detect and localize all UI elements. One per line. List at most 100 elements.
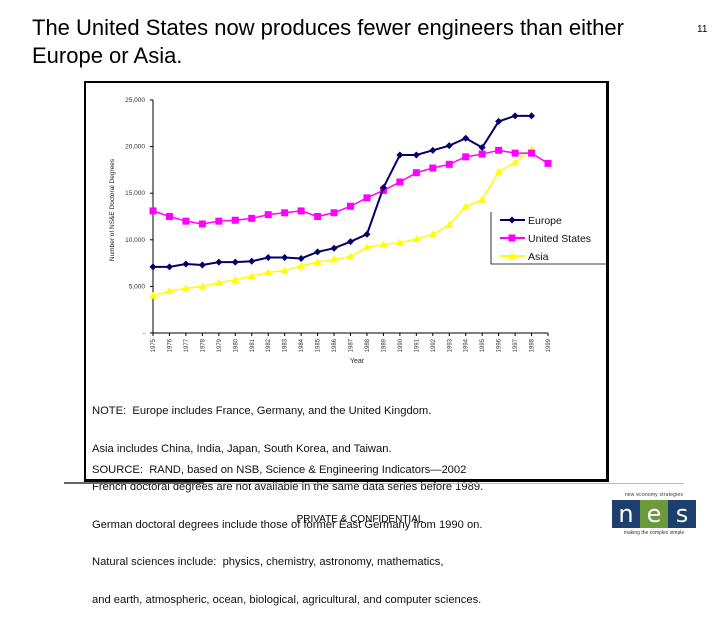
x-tick-label: 1976 (167, 338, 173, 352)
data-point (149, 291, 157, 299)
series-line (152, 148, 533, 297)
data-point (511, 112, 519, 120)
data-point (478, 195, 487, 203)
x-tick-label: 1999 (546, 338, 552, 352)
legend-label: United States (528, 233, 591, 245)
data-point (495, 117, 503, 125)
x-tick-label: 1986 (332, 338, 338, 352)
data-point (215, 258, 223, 266)
data-point (248, 257, 256, 265)
data-point (508, 234, 516, 242)
chart-series (149, 112, 552, 299)
data-point (149, 263, 157, 271)
data-point (379, 240, 388, 248)
logo-tagline-top: new economy strategies (624, 492, 684, 498)
x-tick-label: 1997 (513, 338, 519, 352)
data-point (462, 153, 470, 161)
chart-notes: NOTE: Europe includes France, Germany, a… (92, 380, 483, 619)
confidential-footer: PRIVATE & CONFIDENTIAL (296, 514, 424, 525)
y-tick-label: 10,000 (125, 237, 145, 244)
data-point (264, 211, 272, 219)
x-tick-label: 1988 (365, 338, 371, 352)
y-tick-label: 20,000 (125, 144, 145, 151)
chart-frame (84, 81, 609, 482)
data-point (330, 209, 338, 217)
x-tick-label: 1981 (250, 338, 256, 352)
x-tick-label: 1975 (151, 338, 157, 352)
y-axis-ticks: - 5,000 10,000 15,000 20,000 25,000 (125, 97, 153, 337)
x-tick-label: 1992 (431, 338, 437, 352)
data-point (149, 207, 157, 215)
data-point (347, 202, 354, 210)
company-logo: new economy strategies n e s making the … (612, 492, 696, 536)
data-point (231, 258, 239, 266)
legend-item: Europe (500, 215, 562, 227)
data-point (445, 220, 454, 228)
footer-divider-accent (64, 482, 204, 484)
note-line: German doctoral degrees include those of… (92, 518, 483, 531)
series-line (153, 114, 532, 268)
x-tick-label: 1978 (200, 338, 206, 352)
data-point (508, 216, 516, 224)
data-point (428, 230, 437, 238)
logo-letter-n: n (612, 500, 640, 528)
data-point (494, 167, 503, 175)
x-axis-ticks: 1975 1976 1977 1978 1979 1980 1981 1982 1983 1984… (151, 333, 552, 352)
data-point (231, 275, 240, 283)
chart-legend: Europe United States Asia (490, 212, 609, 265)
data-point (528, 149, 536, 157)
y-tick-label: 5,000 (129, 283, 146, 290)
x-tick-label: 1994 (464, 338, 470, 352)
x-tick-label: 1980 (233, 338, 239, 352)
data-point (478, 150, 486, 158)
data-point (182, 217, 190, 225)
x-axis-label: Year (350, 358, 365, 365)
note-line: Natural sciences include: physics, chemi… (92, 556, 444, 569)
data-point (198, 220, 206, 228)
x-tick-label: 1990 (398, 338, 404, 352)
data-point (445, 160, 453, 168)
data-point (297, 254, 305, 262)
x-tick-label: 1983 (283, 338, 289, 352)
data-point (528, 112, 536, 120)
data-point (412, 151, 420, 159)
data-point (330, 244, 338, 252)
x-tick-label: 1989 (381, 338, 387, 352)
data-point (462, 134, 470, 142)
y-tick-label: - (143, 330, 145, 337)
data-point (214, 278, 223, 286)
legend-item: United States (500, 233, 591, 245)
data-point (508, 252, 516, 259)
data-point (215, 217, 223, 225)
x-tick-label: 1995 (480, 338, 486, 352)
x-tick-label: 1982 (266, 338, 272, 352)
data-point (445, 142, 453, 150)
note-line: and earth, atmospheric, ocean, biologica… (92, 594, 482, 607)
data-point (165, 263, 173, 271)
footer-divider (64, 483, 684, 484)
legend-border (490, 212, 609, 265)
data-point (478, 144, 486, 152)
note-line: Asia includes China, India, Japan, South… (92, 442, 392, 455)
series-asia (149, 145, 536, 299)
data-point (396, 151, 404, 159)
data-point (412, 169, 420, 177)
data-point (281, 254, 289, 262)
data-point (297, 207, 305, 215)
series-europe (149, 112, 536, 271)
x-tick-label: 1987 (349, 338, 355, 352)
data-point (362, 243, 371, 251)
legend-label: Asia (528, 251, 549, 263)
data-point (347, 238, 354, 246)
x-tick-label: 1985 (316, 338, 322, 352)
data-point (495, 146, 503, 154)
y-tick-label: 25,000 (125, 97, 145, 104)
legend-item: Asia (500, 251, 549, 263)
x-tick-label: 1979 (217, 338, 223, 352)
x-tick-label: 1996 (497, 338, 503, 352)
data-point (264, 268, 273, 276)
data-point (429, 146, 437, 154)
x-tick-label: 1984 (299, 338, 305, 352)
data-point (247, 272, 256, 280)
